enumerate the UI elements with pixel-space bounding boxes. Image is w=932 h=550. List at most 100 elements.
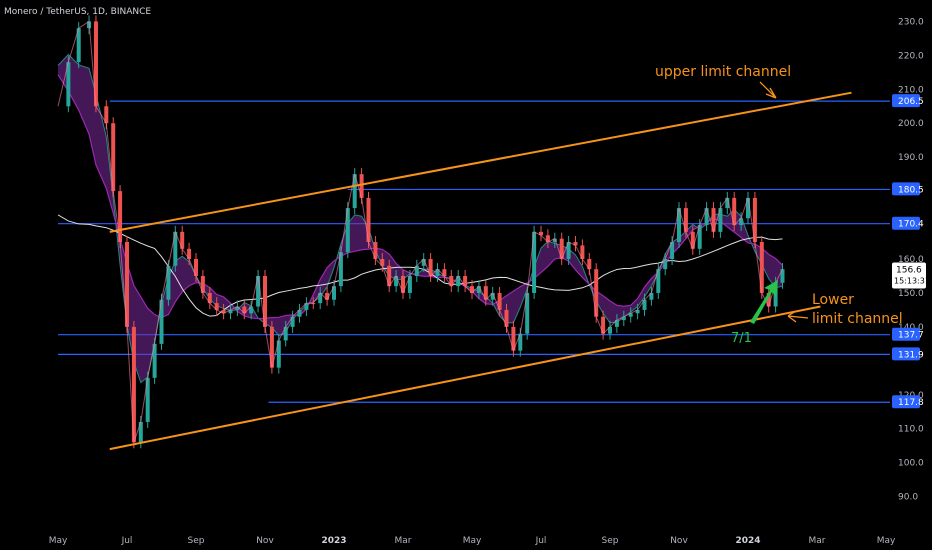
annotations: upper limit channel Lower limit channel … [655,64,903,346]
candle-body [66,62,71,107]
countdown-label: 15:13:31 [894,277,930,286]
candle-body [697,225,702,249]
candle-body [214,303,219,310]
level-badge-label: 206.5 [898,97,924,107]
current-price-badge [892,262,926,289]
candle-body [656,269,661,293]
level-badge [892,94,920,108]
level-badge [892,182,920,196]
x-tick-label: Nov [256,536,274,546]
y-tick-label: 210.0 [898,85,924,95]
candle-body [780,269,785,283]
candle-body [104,106,109,124]
candle-body [394,275,399,287]
candle-body [380,259,385,266]
candle-body [566,242,571,259]
candle-body [76,28,81,63]
candle-body [470,286,474,293]
green-up-arrow [750,280,778,324]
y-tick-label: 160.0 [898,255,924,265]
candle-body [539,231,543,236]
candle-body [704,208,709,226]
candle-body [649,292,654,300]
candle-body [663,259,668,270]
candle-body [228,309,233,314]
ma-fast [57,53,783,384]
x-tick-label: Jul [535,536,547,546]
y-tick-label: 90.0 [898,493,918,503]
y-tick-label: 150.0 [898,289,924,299]
candle-body [93,21,98,107]
candle-body [587,259,592,270]
candle-body [608,326,612,334]
candle-body [428,259,433,276]
candle-body [345,208,350,253]
candle-body [518,333,523,351]
ribbon-fill [58,54,783,383]
lower-channel-line [109,305,821,451]
upper-channel-line [109,91,852,233]
candle-body [325,292,330,300]
level-badge-label: 117.8 [898,398,924,408]
candle-body [187,248,192,259]
candle-body [559,238,564,259]
level-badge [892,395,920,409]
green-date-note: 7/1 [731,331,752,346]
candle-body [525,292,530,334]
candle-body [159,299,164,344]
level-badges: 206.5 180.5 170.4 137.7 131.9 117.8 156.615:13… [892,94,930,409]
candle-body [532,231,537,293]
ema-ribbon [58,54,783,383]
candle-body [739,218,744,226]
candle-body [442,269,447,276]
candle-body [173,231,178,266]
candle-body [746,197,750,219]
candle-body [401,275,405,293]
candle-body [318,292,323,304]
x-tick-label: Mar [395,536,412,546]
candle-body [283,326,288,341]
upper-channel-label: upper limit channel [655,64,791,80]
x-tick-label: Sep [602,536,619,546]
candle-body [435,269,440,276]
candle-body [166,265,171,300]
candle-body [256,275,261,307]
candle-body [180,231,185,249]
x-tick-label: Mar [809,536,826,546]
candle-body [759,242,764,293]
candle-body [152,343,157,378]
candle-body [476,286,481,293]
y-tick-label: 230.0 [898,17,924,27]
candle-body [290,316,295,327]
price-series [57,15,785,449]
candle-body [263,275,267,327]
symbol-title: Monero / TetherUS, 1D, BINANCE [4,7,151,17]
candle-body [635,309,640,314]
candle-body [552,238,557,243]
y-tick-label: 100.0 [898,459,924,469]
x-tick-label: Nov [670,536,688,546]
candle-body [407,275,412,293]
candle-body [221,309,226,314]
x-tick-label: 2024 [735,536,760,546]
candle-body [131,326,136,443]
candle-body [670,242,675,259]
x-tick-label: 2023 [321,536,346,546]
upper-anno-arrow [759,81,777,99]
candle-body [249,306,254,314]
candle-body [276,340,281,368]
candle-body [511,326,516,351]
candle-body [456,275,461,287]
candle-body [338,252,343,287]
candle-body [359,174,364,198]
candle-body [766,292,771,307]
candle-body [490,292,495,300]
level-badge-label: 180.5 [898,185,924,195]
candle-body [683,208,688,232]
candle-body [421,259,426,266]
y-tick-label: 190.0 [898,153,924,163]
candle-body [297,309,302,317]
current-price-label: 156.6 [896,266,922,276]
candle-body [194,259,198,276]
